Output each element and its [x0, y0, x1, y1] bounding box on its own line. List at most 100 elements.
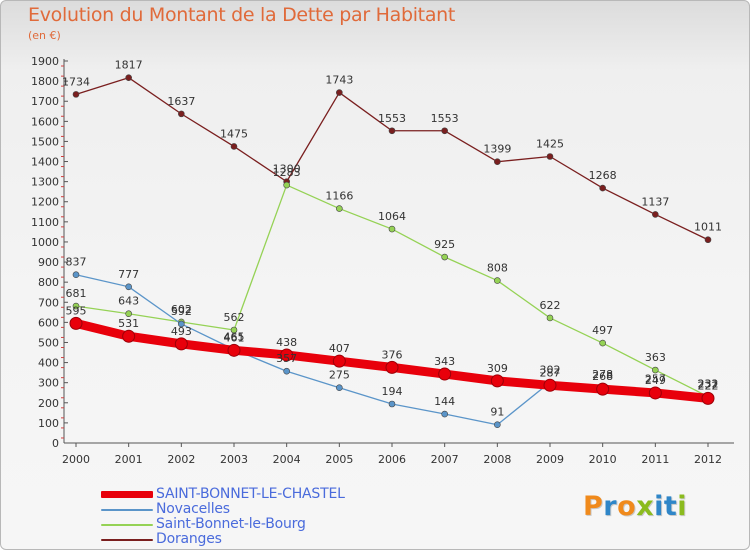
data-label: 1399	[483, 143, 511, 156]
data-point	[332, 354, 346, 368]
proxiti-logo: Proxiti	[583, 491, 687, 522]
x-tick-label: 2000	[62, 453, 90, 466]
data-label: 622	[540, 299, 561, 312]
data-point	[178, 320, 185, 328]
data-point	[648, 386, 662, 400]
data-label: 275	[329, 369, 350, 382]
logo-letter: t	[663, 491, 678, 522]
legend-swatch	[101, 491, 153, 498]
data-point	[494, 277, 501, 284]
x-tick-label: 2008	[483, 453, 511, 466]
data-point	[652, 366, 659, 374]
data-label: 1283	[273, 166, 301, 179]
data-label: 681	[66, 287, 87, 300]
data-point	[704, 236, 712, 244]
data-label: 465	[224, 331, 245, 344]
x-tick-label: 2012	[694, 453, 722, 466]
data-label: 1475	[220, 127, 248, 140]
data-label: 808	[487, 262, 508, 275]
data-point	[230, 143, 238, 150]
x-tick-label: 2011	[641, 453, 669, 466]
data-label: 232	[698, 377, 719, 390]
series-saint-bonnet-le-bourg	[72, 181, 712, 400]
legend-swatch	[101, 539, 153, 541]
data-point	[543, 378, 557, 392]
data-point	[546, 314, 554, 322]
data-label: 1137	[641, 195, 669, 208]
y-tick-label: 1000	[31, 236, 59, 249]
data-point	[125, 74, 132, 81]
x-tick-label: 2003	[220, 453, 248, 466]
legend-item: Saint-Bonnet-le-Bourg	[101, 516, 421, 532]
data-point	[174, 337, 188, 351]
data-label: 531	[118, 317, 139, 330]
y-tick-label: 200	[38, 397, 59, 410]
y-tick-label: 1700	[31, 95, 59, 108]
data-point	[388, 225, 396, 233]
data-label: 1553	[378, 112, 406, 125]
y-tick-label: 1500	[31, 135, 59, 148]
x-tick-label: 2007	[431, 453, 459, 466]
y-tick-label: 600	[38, 316, 59, 329]
data-point	[336, 384, 343, 392]
data-point	[438, 367, 452, 381]
data-label: 1817	[115, 59, 143, 72]
series-doranges	[72, 74, 712, 244]
data-label: 925	[434, 238, 455, 251]
legend-label: Novacelles	[156, 501, 230, 517]
data-label: 407	[329, 342, 350, 355]
data-label: 595	[66, 304, 87, 317]
data-label: 493	[171, 325, 192, 338]
data-label: 249	[645, 374, 666, 387]
logo-letter: o	[617, 491, 637, 522]
y-tick-label: 1400	[31, 156, 59, 169]
logo-letter: r	[603, 491, 618, 522]
data-point	[494, 158, 501, 166]
y-tick-label: 300	[38, 377, 59, 390]
data-label: 562	[224, 311, 245, 324]
x-tick-label: 2006	[378, 453, 406, 466]
data-point	[280, 348, 294, 362]
legend-item: Doranges	[101, 531, 421, 547]
data-label: 144	[434, 395, 455, 408]
y-tick-label: 100	[38, 417, 59, 430]
x-tick-label: 2009	[536, 453, 564, 466]
data-label: 1011	[694, 221, 722, 234]
x-tick-label: 2004	[273, 453, 301, 466]
legend-swatch	[101, 509, 153, 511]
chart-subtitle: (en €)	[28, 29, 61, 42]
x-tick-label: 2001	[115, 453, 143, 466]
data-label: 363	[645, 351, 666, 364]
data-label: 438	[276, 336, 297, 349]
data-point	[441, 127, 448, 135]
logo-letter: i	[677, 491, 688, 522]
data-label: 194	[382, 385, 403, 398]
data-point	[227, 343, 241, 357]
data-label: 357	[276, 352, 297, 365]
y-tick-label: 400	[38, 357, 59, 370]
data-label: 777	[118, 268, 139, 281]
data-point	[336, 89, 343, 96]
y-tick-label: 1100	[31, 216, 59, 229]
data-label: 278	[592, 368, 613, 381]
data-point	[546, 153, 554, 160]
logo-letter: x	[636, 491, 655, 522]
data-point	[122, 329, 136, 343]
data-label: 1425	[536, 138, 564, 151]
data-label: 1743	[325, 74, 353, 87]
legend-item: Novacelles	[101, 501, 421, 517]
data-point	[69, 316, 83, 330]
data-point	[125, 283, 132, 291]
x-tick-label: 2005	[325, 453, 353, 466]
data-label: 1300	[273, 163, 301, 176]
data-label: 602	[171, 303, 192, 316]
data-label: 461	[224, 331, 245, 344]
data-point	[283, 181, 290, 189]
data-point	[652, 211, 659, 218]
y-tick-label: 0	[52, 437, 59, 450]
data-point	[72, 302, 80, 310]
chart-title: Evolution du Montant de la Dette par Hab…	[28, 4, 456, 26]
logo-letter: i	[654, 491, 664, 522]
data-point	[388, 127, 396, 135]
data-label: 231	[698, 378, 719, 391]
